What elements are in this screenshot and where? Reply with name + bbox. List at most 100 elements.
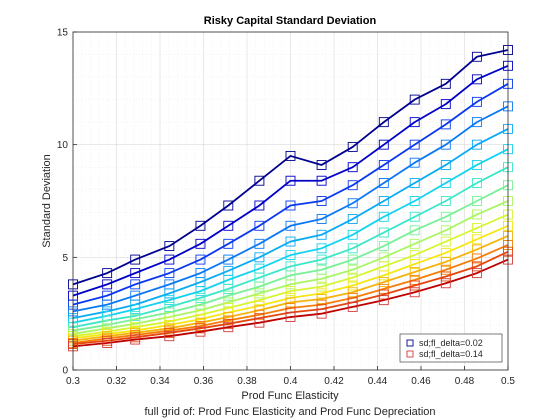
data-point (285, 312, 296, 322)
data-point (254, 238, 265, 249)
data-point (471, 139, 482, 150)
data-point (378, 117, 389, 128)
data-point (195, 286, 206, 297)
data-point (471, 261, 482, 272)
data-point (409, 211, 420, 222)
data-point (440, 225, 451, 236)
data-point (223, 297, 234, 308)
data-point (223, 283, 234, 294)
data-point (471, 159, 482, 170)
data-point (409, 196, 420, 206)
data-point (285, 236, 296, 247)
data-point (254, 281, 265, 292)
data-point (409, 274, 420, 285)
data-point (316, 175, 327, 186)
data-point (347, 229, 358, 240)
data-point (130, 334, 141, 345)
data-point (164, 241, 175, 252)
data-point (195, 220, 206, 231)
data-point (195, 292, 206, 303)
data-point (285, 279, 296, 290)
data-point (316, 254, 327, 265)
x-tick-label: 0.42 (324, 376, 344, 387)
data-point (378, 227, 389, 238)
series-line (72, 166, 509, 329)
data-point (316, 273, 327, 284)
data-point (409, 267, 420, 277)
data-point (471, 196, 482, 206)
series-5 (68, 123, 513, 324)
data-point (378, 178, 389, 188)
data-point (347, 214, 358, 224)
data-point (409, 225, 420, 236)
data-point (440, 264, 451, 275)
data-point (316, 288, 327, 299)
series-line (72, 49, 509, 286)
data-point (223, 238, 234, 249)
data-point (347, 287, 358, 298)
data-point (471, 268, 482, 279)
data-point (102, 279, 113, 290)
data-point (130, 254, 141, 265)
data-point (102, 338, 113, 348)
data-point (223, 200, 234, 211)
data-point (223, 322, 234, 333)
legend-box (399, 333, 503, 363)
y-tick-label: 10 (57, 140, 69, 151)
series-line (72, 64, 509, 297)
data-point (378, 241, 389, 252)
data-point (285, 286, 296, 297)
data-point (316, 196, 327, 206)
data-point (440, 139, 451, 150)
data-point (164, 295, 175, 306)
data-point (440, 178, 451, 188)
data-point (440, 119, 451, 130)
data-point (223, 290, 234, 301)
data-point (316, 243, 327, 254)
x-tick-label: 0.44 (368, 376, 388, 387)
x-tick-label: 0.32 (107, 376, 127, 387)
data-point (347, 198, 358, 209)
data-point (347, 280, 358, 291)
data-point (409, 280, 420, 291)
data-point (254, 175, 265, 186)
data-point (471, 51, 482, 62)
data-point (378, 159, 389, 170)
x-tick-label: 0.48 (455, 376, 475, 387)
legend-entry-label: sd;fl_delta=0.14 (419, 349, 483, 359)
data-point (347, 264, 358, 275)
data-point (440, 256, 451, 267)
data-point (164, 268, 175, 279)
data-point (254, 295, 265, 306)
data-point (316, 308, 327, 319)
legend-marker (406, 339, 414, 347)
data-point (378, 289, 389, 300)
data-point (347, 254, 358, 265)
data-point (440, 271, 451, 282)
x-tick-label: 0.3 (66, 376, 80, 387)
data-point (316, 214, 327, 224)
figure-caption: full grid of: Prod Func Elasticity and P… (144, 406, 435, 418)
data-point (254, 317, 265, 328)
data-point (223, 220, 234, 231)
x-axis-label: Prod Func Elasticity (241, 390, 339, 402)
data-point (471, 74, 482, 85)
data-point (102, 268, 113, 279)
x-tick-label: 0.46 (411, 376, 431, 387)
series-line (72, 200, 509, 335)
data-point (440, 159, 451, 170)
data-point (316, 294, 327, 304)
data-point (409, 157, 420, 168)
y-tick-label: 15 (57, 28, 69, 39)
data-point (347, 180, 358, 191)
data-point (378, 211, 389, 222)
x-tick-label: 0.5 (501, 376, 515, 387)
data-point (378, 270, 389, 281)
ticks: 0.3 0.32 0.34 0.36 0.38 0.4 0.42 0.44 0.46 0.48 0.… (57, 28, 516, 388)
data-point (440, 196, 451, 206)
data-point (164, 301, 175, 312)
data-point (471, 209, 482, 220)
data-point (409, 139, 420, 150)
